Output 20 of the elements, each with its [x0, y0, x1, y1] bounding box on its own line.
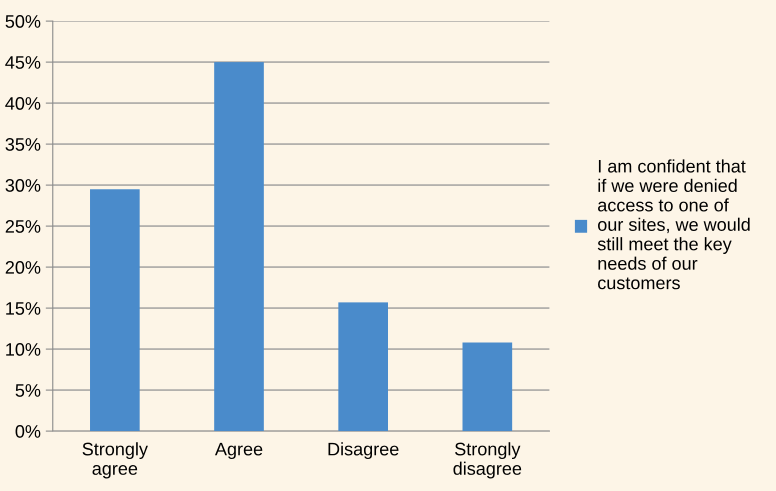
bar	[462, 342, 512, 432]
x-tick-label: Agree	[214, 442, 262, 460]
y-tick-label: 10%	[6, 343, 40, 356]
y-tick-label: 0%	[16, 425, 40, 438]
y-tick-label: 25%	[6, 220, 40, 233]
y-tick-label: 5%	[16, 384, 40, 397]
y-tick-label: 40%	[5, 97, 40, 110]
bar	[90, 189, 140, 432]
x-tick-label: Strongly agree	[82, 442, 148, 478]
y-tick-label: 45%	[5, 56, 40, 69]
legend-label: I am confident that if we were denied access to one of our sites, we would still meet the key needs of our customers	[598, 159, 750, 290]
y-tick-label: 20%	[6, 261, 40, 274]
y-tick-label: 15%	[6, 302, 40, 315]
bar	[338, 302, 388, 432]
y-tick-label: 30%	[6, 179, 40, 192]
x-tick-label: Disagree	[328, 442, 398, 460]
x-tick-label: Strongly disagree	[453, 442, 522, 478]
y-tick-label: 50%	[6, 15, 40, 28]
y-tick-label: 35%	[6, 138, 40, 151]
bar	[214, 62, 264, 432]
